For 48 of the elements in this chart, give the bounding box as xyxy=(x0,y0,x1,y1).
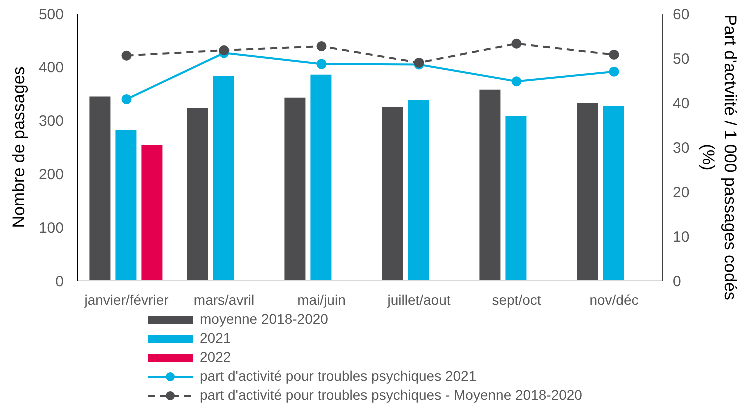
legend-label: part d'activité pour troubles psychiques - Moyenne 2018-2020 xyxy=(200,386,582,405)
point xyxy=(512,76,522,87)
bar xyxy=(116,130,137,281)
point xyxy=(316,59,327,70)
x-tick-label: sept/oct xyxy=(492,292,542,308)
y-tick-label: 400 xyxy=(38,60,64,77)
y2-axis-title: Part d'actviité / 1 000 passages codés (%) xyxy=(699,14,740,300)
y-tick-label: 200 xyxy=(38,166,64,184)
y-tick-label: 100 xyxy=(38,220,64,237)
point xyxy=(609,66,620,77)
x-tick-label: mai/juin xyxy=(298,292,346,308)
legend-label: 2021 xyxy=(200,329,232,348)
y2-tick-label: 10 xyxy=(673,228,690,246)
point xyxy=(609,50,620,60)
y-tick-label: 500 xyxy=(38,6,64,24)
x-tick-label: mars/avril xyxy=(194,292,255,308)
y2-tick-label: 20 xyxy=(673,184,690,202)
bar xyxy=(213,76,234,281)
y-tick-label: 0 xyxy=(56,273,64,290)
legend-label: moyenne 2018-2020 xyxy=(200,310,328,329)
x-tick-label: janvier/février xyxy=(84,292,170,308)
point xyxy=(512,38,522,49)
y2-tick-label: 60 xyxy=(673,6,690,24)
bar xyxy=(310,74,332,281)
bar xyxy=(142,145,163,281)
bar xyxy=(577,103,598,281)
point xyxy=(122,50,132,61)
bar xyxy=(408,100,430,281)
y-axis-title: Nombre de passages xyxy=(10,66,28,228)
y2-tick-label: 50 xyxy=(673,50,690,68)
x-tick-label: nov/déc xyxy=(590,292,639,308)
bar xyxy=(284,98,306,281)
y-tick-label: 300 xyxy=(38,113,64,130)
legend-label: part d'activité pour troubles psychiques 2021 xyxy=(200,367,477,386)
bar xyxy=(382,107,404,281)
bar xyxy=(603,106,624,281)
point xyxy=(219,45,230,56)
point xyxy=(122,94,132,104)
y2-tick-label: 0 xyxy=(673,273,682,290)
y2-tick-label: 40 xyxy=(673,95,690,112)
legend-label: 2022 xyxy=(200,348,232,367)
point xyxy=(316,41,327,52)
bar xyxy=(506,116,527,281)
y2-tick-label: 30 xyxy=(673,140,690,157)
x-tick-label: juillet/aout xyxy=(386,292,451,308)
bar xyxy=(480,90,501,281)
bar xyxy=(187,108,208,281)
bar xyxy=(90,96,111,281)
